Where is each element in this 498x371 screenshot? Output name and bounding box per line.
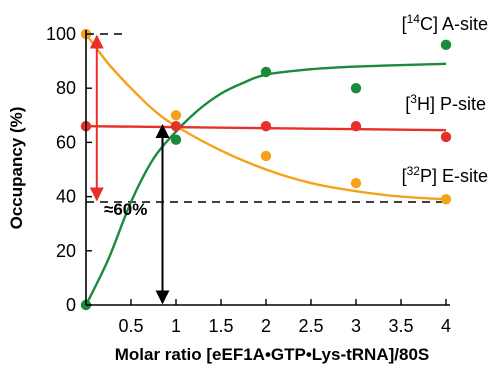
x-tick-label-2: 1.5 [208, 316, 233, 336]
x-tick-label-4: 2.5 [298, 316, 323, 336]
y-tick-label-4: 80 [56, 78, 76, 98]
point-1-2 [260, 120, 272, 132]
y-tick-label-2: 40 [56, 187, 76, 207]
axes [85, 30, 450, 306]
point-0-4 [440, 39, 452, 51]
reference-lines [86, 33, 450, 203]
data-points [80, 28, 452, 311]
point-0-3 [350, 83, 362, 94]
point-2-1 [170, 110, 182, 121]
x-tick-label-0: 0.5 [118, 316, 143, 336]
x-ticks: 0.5 1 1.5 2 2.5 3 3.5 4 [118, 299, 451, 336]
x-tick-label-6: 3.5 [388, 316, 413, 336]
y-tick-label-0: 0 [66, 295, 76, 315]
x-tick-label-7: 4 [441, 316, 451, 336]
point-2-2 [260, 150, 272, 162]
point-1-1 [170, 120, 182, 132]
point-2-4 [440, 194, 452, 205]
point-1-4 [440, 131, 452, 143]
point-2-3 [350, 177, 362, 189]
y-tick-label-3: 60 [56, 132, 76, 152]
series-labels: [14C] A-site [3H] P-site [32P] E-site [402, 12, 488, 186]
y-ticks: 0 20 40 60 80 100 [46, 24, 92, 315]
fit-curve-2 [85, 33, 447, 201]
x-tick-label-5: 3 [351, 316, 361, 336]
annotation-arrows [89, 34, 170, 305]
x-tick-label-3: 2 [261, 316, 271, 336]
x-axis-label: Molar ratio [eEF1A•GTP•Lys-tRNA]/80S [115, 345, 430, 364]
series-label-0: [14C] A-site [402, 12, 488, 34]
annotation-label: ≈60% [104, 200, 147, 219]
y-tick-label-5: 100 [46, 24, 76, 44]
point-1-3 [350, 120, 362, 132]
series-label-2: [32P] E-site [402, 164, 488, 186]
fit-curve-0 [84, 62, 447, 306]
point-0-2 [260, 66, 272, 78]
point-0-1 [170, 134, 182, 145]
x-tick-label-1: 1 [171, 316, 181, 336]
series-label-1: [3H] P-site [405, 92, 486, 114]
y-tick-label-1: 20 [56, 241, 76, 261]
y-axis-label: Occupancy (%) [7, 107, 26, 230]
